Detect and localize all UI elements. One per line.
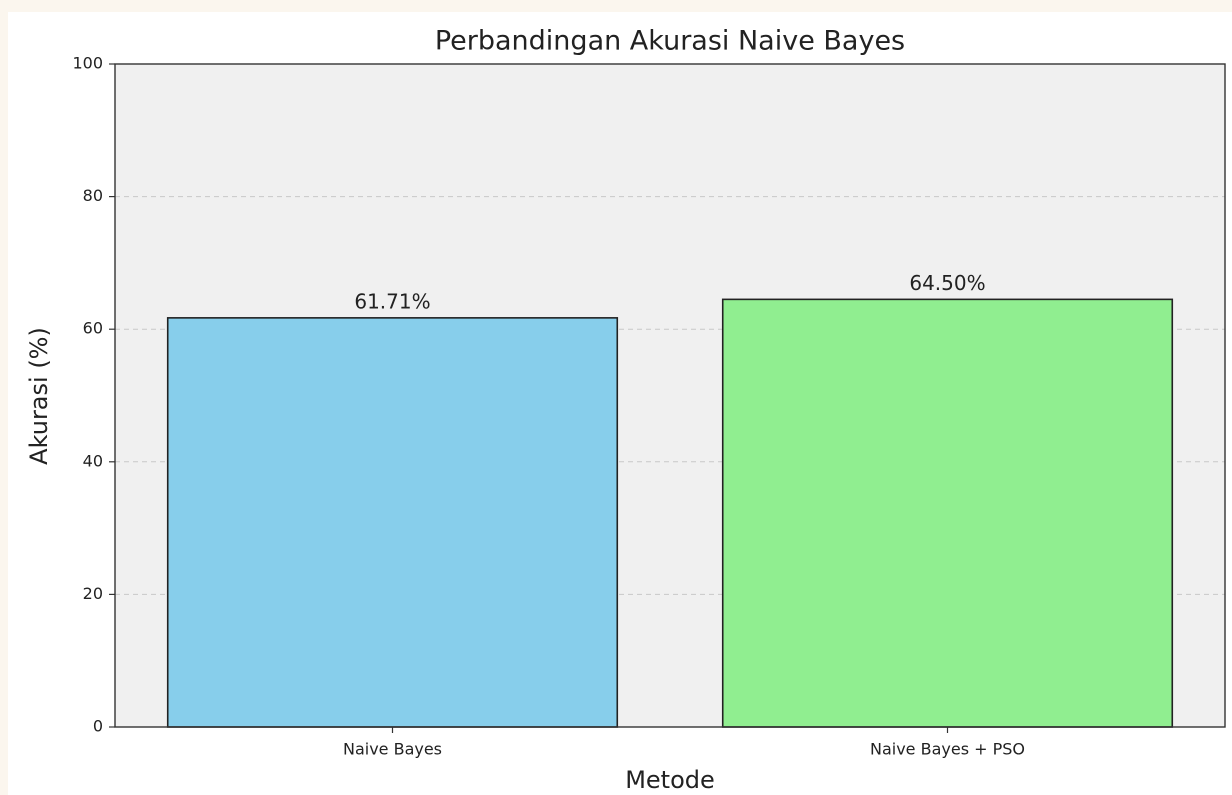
chart-title: Perbandingan Akurasi Naive Bayes xyxy=(435,26,905,57)
value-label: 64.50% xyxy=(909,271,985,295)
y-tick-label: 0 xyxy=(93,717,103,736)
value-label: 61.71% xyxy=(354,289,430,313)
x-tick-label: Naive Bayes xyxy=(343,740,442,759)
bar xyxy=(721,298,1174,728)
x-tick-label: Naive Bayes + PSO xyxy=(870,740,1025,759)
y-axis-label: Akurasi (%) xyxy=(25,327,53,465)
y-tick-label: 60 xyxy=(83,319,103,338)
y-tick-label: 40 xyxy=(83,451,103,470)
y-tick-label: 80 xyxy=(83,186,103,205)
y-tick-label: 20 xyxy=(83,584,103,603)
plot-frame xyxy=(114,63,1226,728)
x-axis-label: Metode xyxy=(625,766,715,794)
bar xyxy=(166,317,619,728)
y-tick-label: 100 xyxy=(72,54,103,73)
